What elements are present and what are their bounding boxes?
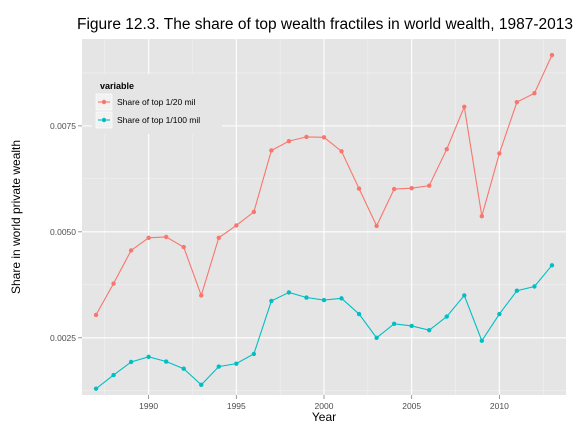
legend-key-point xyxy=(101,117,107,123)
data-point xyxy=(181,366,186,371)
data-point xyxy=(391,321,397,326)
legend-label: Share of top 1/100 mil xyxy=(117,115,200,125)
x-tick-label: 1990 xyxy=(139,401,158,411)
data-point xyxy=(532,284,537,289)
data-point xyxy=(321,297,327,303)
data-point xyxy=(269,298,274,304)
data-point xyxy=(146,235,151,240)
data-point xyxy=(339,296,344,301)
series-2 xyxy=(93,263,555,391)
data-point xyxy=(462,293,467,298)
x-axis-title: Year xyxy=(312,410,336,424)
data-point xyxy=(163,359,169,364)
data-point xyxy=(269,148,274,153)
legend-background xyxy=(92,74,222,134)
data-point xyxy=(216,364,221,369)
data-point xyxy=(181,244,186,250)
data-point xyxy=(479,338,485,343)
data-point xyxy=(497,151,502,156)
data-point xyxy=(532,91,537,96)
data-point xyxy=(549,263,555,268)
legend-item: Share of top 1/20 mil xyxy=(95,93,196,111)
x-tick-label: 2010 xyxy=(490,401,509,411)
legend-item: Share of top 1/100 mil xyxy=(95,111,200,129)
data-point xyxy=(216,235,221,240)
data-point xyxy=(199,293,204,298)
data-point xyxy=(234,361,239,366)
data-point xyxy=(234,223,239,228)
x-axis: 1990 1995 2000 2005 2010 xyxy=(139,395,509,411)
legend-key-point xyxy=(101,99,107,105)
data-point xyxy=(304,295,309,300)
series-layer xyxy=(93,52,555,391)
data-point xyxy=(427,183,432,188)
legend-title: variable xyxy=(100,81,134,91)
y-axis: 0.0025 0.0050 0.0075 xyxy=(50,121,82,343)
data-point xyxy=(479,213,485,219)
data-point xyxy=(128,248,134,253)
data-point xyxy=(128,359,134,365)
data-point xyxy=(111,281,116,286)
data-point xyxy=(514,99,520,105)
data-point xyxy=(409,323,414,329)
x-tick-label: 2000 xyxy=(315,401,334,411)
data-point xyxy=(514,288,520,293)
data-point xyxy=(304,134,309,140)
x-tick-label: 1995 xyxy=(227,401,246,411)
y-tick-label: 0.0050 xyxy=(50,227,76,237)
data-point xyxy=(163,234,169,240)
data-point xyxy=(251,209,257,215)
data-point xyxy=(549,52,555,58)
data-point xyxy=(444,314,449,319)
data-point xyxy=(251,351,257,357)
data-point xyxy=(286,290,292,295)
data-point xyxy=(356,311,362,317)
legend-label: Share of top 1/20 mil xyxy=(117,97,196,107)
x-tick-label: 2005 xyxy=(402,401,421,411)
data-point xyxy=(321,135,327,140)
data-point xyxy=(356,186,362,191)
data-point xyxy=(93,386,99,391)
data-point xyxy=(93,312,99,318)
data-point xyxy=(497,311,502,317)
data-point xyxy=(111,372,116,378)
data-point xyxy=(427,327,432,333)
legend-items: Share of top 1/20 mil Share of top 1/100 … xyxy=(95,93,200,129)
series-1 xyxy=(93,52,555,318)
data-point xyxy=(409,185,414,191)
y-axis-title: Share in world private wealth xyxy=(9,140,23,294)
data-point xyxy=(286,138,292,144)
y-tick-label: 0.0075 xyxy=(50,121,76,131)
data-point xyxy=(146,354,151,360)
y-tick-label: 0.0025 xyxy=(50,333,76,343)
data-point xyxy=(374,335,379,340)
data-point xyxy=(339,149,344,154)
data-point xyxy=(199,382,204,388)
data-point xyxy=(444,146,449,152)
data-point xyxy=(391,186,397,192)
chart-title: Figure 12.3. The share of top wealth fra… xyxy=(77,16,573,33)
data-point xyxy=(462,104,467,110)
data-point xyxy=(374,223,379,229)
grid-lines xyxy=(82,39,566,395)
